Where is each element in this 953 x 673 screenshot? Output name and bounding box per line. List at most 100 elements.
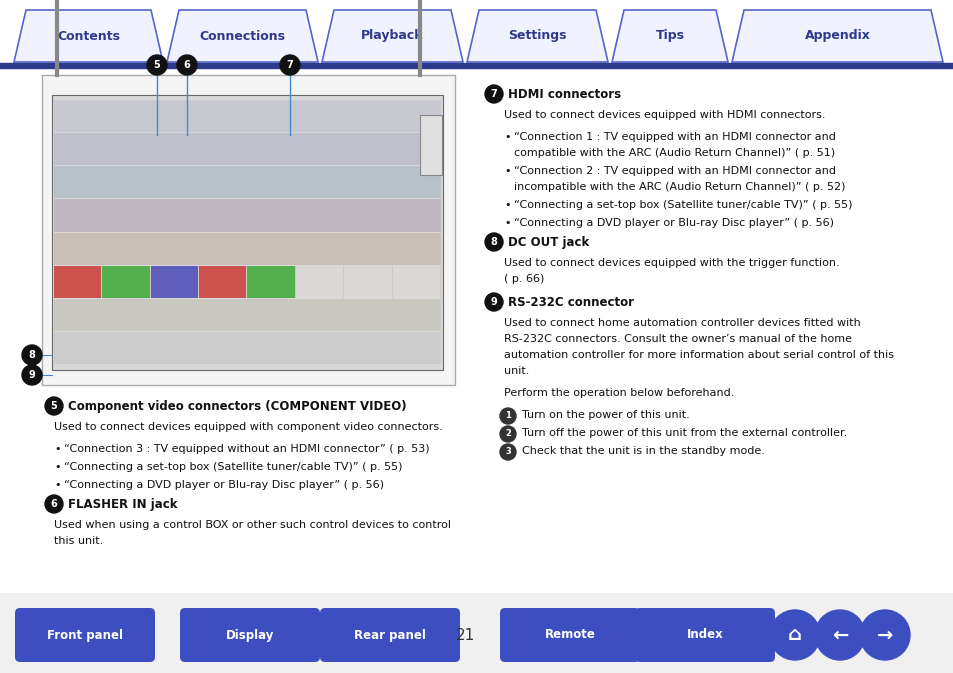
Text: 21: 21 [456, 627, 476, 643]
Circle shape [484, 293, 502, 311]
Text: Contents: Contents [57, 30, 120, 42]
Text: “Connecting a set-top box (Satellite tuner/cable TV)” (  p. 55): “Connecting a set-top box (Satellite tun… [514, 200, 852, 210]
FancyBboxPatch shape [15, 608, 154, 662]
Circle shape [22, 345, 42, 365]
Circle shape [45, 495, 63, 513]
Text: 5: 5 [153, 60, 160, 70]
Text: (  p. 66): ( p. 66) [503, 274, 544, 284]
Text: 7: 7 [490, 89, 497, 99]
Text: unit.: unit. [503, 366, 529, 376]
Bar [199, 266, 246, 297]
Bar [54, 199, 440, 232]
Bar [0, 590, 953, 673]
Bar [54, 266, 101, 297]
Circle shape [280, 55, 299, 75]
Circle shape [499, 408, 516, 424]
Bar [42, 75, 455, 385]
Text: “Connection 3 : TV equipped without an HDMI connector” (  p. 53): “Connection 3 : TV equipped without an H… [64, 444, 429, 454]
FancyBboxPatch shape [499, 608, 639, 662]
Text: 1: 1 [504, 411, 511, 421]
Text: 3: 3 [504, 448, 511, 456]
Bar [393, 266, 439, 297]
Circle shape [499, 426, 516, 442]
Text: Playback: Playback [361, 30, 423, 42]
Text: →: → [876, 625, 892, 645]
Text: Used to connect devices equipped with component video connectors.: Used to connect devices equipped with co… [54, 422, 442, 432]
Polygon shape [467, 10, 607, 62]
Text: 7: 7 [286, 60, 294, 70]
Text: Perform the operation below beforehand.: Perform the operation below beforehand. [503, 388, 734, 398]
Text: 8: 8 [29, 350, 35, 360]
Polygon shape [14, 10, 163, 62]
Text: this unit.: this unit. [54, 536, 103, 546]
Circle shape [147, 55, 167, 75]
Text: “Connection 2 : TV equipped with an HDMI connector and: “Connection 2 : TV equipped with an HDMI… [514, 166, 835, 176]
Polygon shape [167, 10, 317, 62]
Text: Used to connect devices equipped with the trigger function.: Used to connect devices equipped with th… [503, 258, 839, 268]
Text: Front panel: Front panel [47, 629, 123, 641]
Text: compatible with the ARC (Audio Return Channel)” (  p. 51): compatible with the ARC (Audio Return Ch… [514, 148, 834, 158]
Text: •: • [503, 218, 510, 228]
Bar [54, 100, 440, 132]
Bar [54, 266, 440, 297]
Text: FLASHER IN jack: FLASHER IN jack [68, 498, 177, 511]
Text: Used to connect devices equipped with HDMI connectors.: Used to connect devices equipped with HD… [503, 110, 824, 120]
Bar [0, 670, 953, 673]
Circle shape [177, 55, 196, 75]
Text: Tips: Tips [655, 30, 684, 42]
Text: ←: ← [831, 625, 847, 645]
Circle shape [859, 610, 909, 660]
Text: Remote: Remote [544, 629, 595, 641]
Text: •: • [503, 132, 510, 142]
Bar [54, 232, 440, 264]
Bar [54, 299, 440, 331]
Text: •: • [54, 444, 60, 454]
Bar [102, 266, 150, 297]
Text: Appendix: Appendix [803, 30, 869, 42]
Bar [0, 593, 953, 673]
Circle shape [769, 610, 820, 660]
Text: 5: 5 [51, 401, 57, 411]
Bar [52, 95, 442, 370]
Text: “Connecting a DVD player or Blu-ray Disc player” (  p. 56): “Connecting a DVD player or Blu-ray Disc… [514, 218, 833, 228]
Text: Turn on the power of this unit.: Turn on the power of this unit. [521, 410, 689, 420]
Bar [54, 133, 440, 166]
Text: Display: Display [226, 629, 274, 641]
Text: •: • [503, 166, 510, 176]
Text: 9: 9 [29, 370, 35, 380]
Text: 8: 8 [490, 237, 497, 247]
Text: Used to connect home automation controller devices fitted with: Used to connect home automation controll… [503, 318, 860, 328]
Text: Component video connectors (COMPONENT VIDEO): Component video connectors (COMPONENT VI… [68, 400, 406, 413]
Bar [247, 266, 294, 297]
Text: DC OUT jack: DC OUT jack [507, 236, 589, 249]
Circle shape [484, 85, 502, 103]
Circle shape [484, 233, 502, 251]
Text: ⌂: ⌂ [787, 625, 801, 645]
Text: “Connection 1 : TV equipped with an HDMI connector and: “Connection 1 : TV equipped with an HDMI… [514, 132, 835, 142]
Polygon shape [731, 10, 942, 62]
Polygon shape [612, 10, 727, 62]
Circle shape [499, 444, 516, 460]
Circle shape [22, 365, 42, 385]
FancyBboxPatch shape [635, 608, 774, 662]
Text: 6: 6 [183, 60, 191, 70]
Text: “Connecting a set-top box (Satellite tuner/cable TV)” (  p. 55): “Connecting a set-top box (Satellite tun… [64, 462, 402, 472]
Text: HDMI connectors: HDMI connectors [507, 88, 620, 101]
Bar [344, 266, 392, 297]
Text: •: • [54, 462, 60, 472]
FancyBboxPatch shape [180, 608, 319, 662]
Text: Check that the unit is in the standby mode.: Check that the unit is in the standby mo… [521, 446, 764, 456]
Text: Connections: Connections [199, 30, 285, 42]
Text: “Connecting a DVD player or Blu-ray Disc player” (  p. 56): “Connecting a DVD player or Blu-ray Disc… [64, 480, 384, 490]
Text: 2: 2 [504, 429, 511, 439]
Text: Turn off the power of this unit from the external controller.: Turn off the power of this unit from the… [521, 428, 846, 438]
Text: Settings: Settings [508, 30, 566, 42]
Text: RS-232C connector: RS-232C connector [507, 296, 634, 309]
Bar [54, 166, 440, 199]
Text: 6: 6 [51, 499, 57, 509]
Polygon shape [322, 10, 462, 62]
Bar [419, 115, 441, 175]
Text: •: • [54, 480, 60, 490]
Text: •: • [503, 200, 510, 210]
FancyBboxPatch shape [319, 608, 459, 662]
